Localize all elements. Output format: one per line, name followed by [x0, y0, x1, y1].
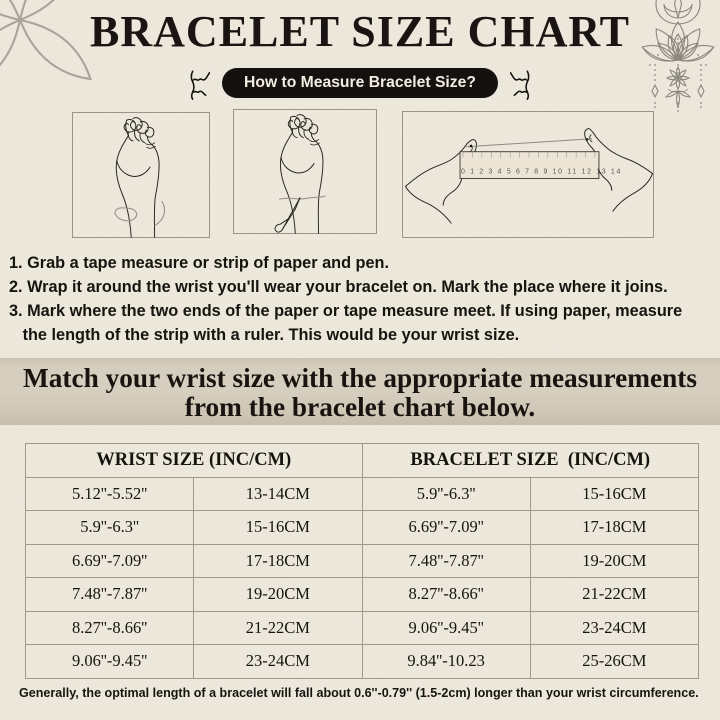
- svg-text:0 1 2 3 4 5 6 7 8 9 10 11 12 1: 0 1 2 3 4 5 6 7 8 9 10 11 12 13 14: [461, 169, 622, 176]
